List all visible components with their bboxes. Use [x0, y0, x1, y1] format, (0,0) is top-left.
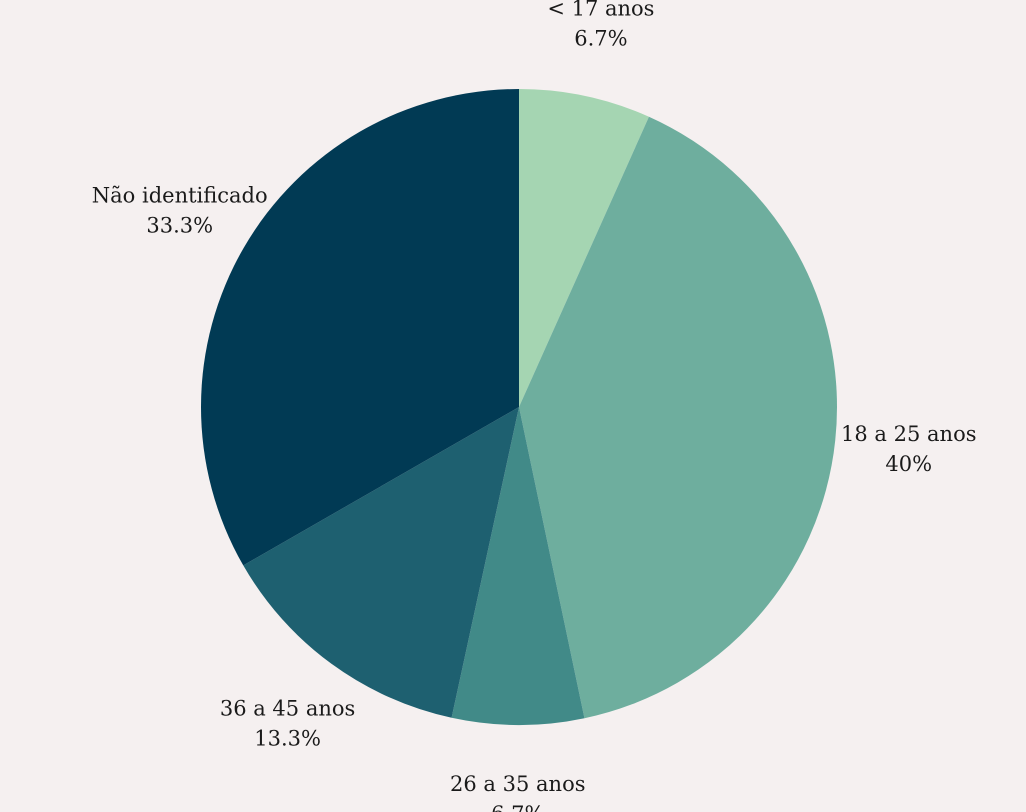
slice-value-18-a-25-anos: 40% [885, 452, 932, 476]
pie-slice-nao-identificado [200, 89, 519, 566]
slice-label-26-a-35-anos: 26 a 35 anos [450, 772, 585, 796]
pie-slice-36-a-45-anos [243, 407, 519, 718]
slice-label-17-anos: < 17 anos [547, 0, 654, 21]
slice-label-nao-identificado: Não identificado [92, 184, 268, 208]
slice-label-18-a-25-anos: 18 a 25 anos [841, 422, 976, 446]
pie-labels: < 17 anos 6.7% 18 a 25 anos 40% 26 a 35 anos… [92, 0, 977, 812]
pie-slice-18-a-25-anos [519, 116, 837, 719]
slice-value-26-a-35-anos: 6.7% [491, 802, 544, 812]
pie-slice-26-a-35-anos [451, 407, 585, 725]
slice-label-36-a-45-anos: 36 a 45 anos [220, 696, 355, 720]
slice-value-nao-identificado: 33.3% [146, 214, 213, 238]
slice-value-36-a-45-anos: 13.3% [254, 726, 321, 750]
pie-slice-17-anos [519, 89, 649, 407]
pie-slices [200, 89, 837, 725]
slice-value-17-anos: 6.7% [574, 27, 627, 51]
